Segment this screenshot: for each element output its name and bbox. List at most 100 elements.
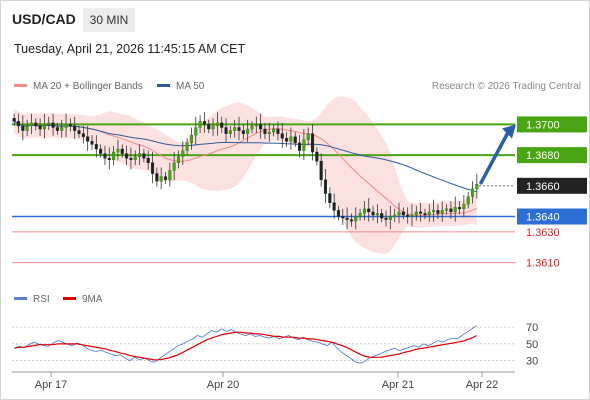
- candle-body: [362, 208, 366, 214]
- candle-body: [293, 136, 297, 144]
- legend-rsi: RSI: [14, 294, 50, 305]
- level-label-1.3640: 1.3640: [526, 212, 560, 224]
- candle-body: [263, 128, 267, 134]
- candle-body: [384, 217, 388, 220]
- candle-body: [349, 219, 353, 222]
- candle-body: [302, 139, 306, 151]
- candle-body: [207, 124, 211, 130]
- candle-body: [246, 128, 250, 134]
- candle-body: [285, 138, 289, 142]
- candle-body: [440, 210, 444, 214]
- candle-body: [427, 211, 431, 216]
- candle-body: [401, 211, 405, 216]
- legend-9ma-label: 9MA: [82, 294, 103, 305]
- candle-body: [146, 157, 150, 163]
- candle-body: [241, 130, 245, 134]
- candle-body: [423, 213, 427, 216]
- target-arrow-shaft: [479, 130, 510, 185]
- candle-body: [220, 122, 224, 128]
- ma9-swatch: [63, 296, 76, 300]
- candle-body: [406, 214, 410, 217]
- candle-body: [354, 216, 358, 222]
- candle-body: [267, 131, 271, 134]
- candle-body: [90, 141, 94, 145]
- candle-body: [198, 121, 202, 128]
- candle-body: [29, 122, 33, 127]
- candle-body: [250, 125, 254, 130]
- x-tick-label: Apr 20: [207, 379, 239, 391]
- candle-body: [319, 161, 323, 180]
- candle-body: [77, 130, 81, 134]
- candle-body: [445, 208, 449, 211]
- candle-body: [68, 124, 72, 127]
- legend-rsi-label: RSI: [33, 294, 50, 305]
- legend-ma50: MA 50: [157, 81, 204, 92]
- bollinger-band-area: [14, 96, 477, 255]
- candle-body: [103, 153, 107, 159]
- candle-body: [254, 124, 258, 127]
- candle-body: [341, 216, 345, 219]
- candle-body: [332, 202, 336, 211]
- level-label-1.3700: 1.3700: [526, 119, 560, 131]
- target-arrow-head: [502, 124, 516, 139]
- candle-body: [211, 125, 215, 130]
- legend-ma50-label: MA 50: [176, 81, 205, 92]
- level-label-bg-1.3680: [517, 147, 587, 164]
- candle-body: [120, 148, 124, 154]
- legend-ma20-label: MA 20 + Bollinger Bands: [33, 81, 143, 92]
- candle-body: [86, 136, 90, 142]
- level-label-1.3680: 1.3680: [526, 150, 560, 162]
- candle-body: [99, 148, 103, 154]
- candle-body: [150, 162, 155, 174]
- candle-body: [410, 214, 414, 217]
- candle-body: [388, 216, 392, 220]
- rsi-series-rsi: [14, 325, 477, 364]
- candle-body: [38, 125, 42, 130]
- level-label-bg-1.3700: [517, 116, 587, 133]
- candle-body: [345, 217, 349, 220]
- candle-body: [237, 127, 241, 131]
- candle-body: [224, 127, 228, 134]
- candle-body: [259, 124, 263, 130]
- candle-body: [21, 125, 25, 131]
- candle-body: [436, 210, 440, 214]
- candle-body: [458, 207, 462, 210]
- candle-body: [397, 211, 401, 216]
- candle-body: [228, 130, 232, 134]
- candle-body: [466, 196, 470, 205]
- symbol-label: USD/CAD: [12, 11, 76, 27]
- candle-body: [25, 125, 29, 131]
- candle-body: [367, 208, 371, 213]
- candle-body: [380, 213, 384, 219]
- candle-body: [358, 213, 362, 217]
- candle-body: [336, 210, 341, 217]
- candle-body: [280, 133, 284, 139]
- candle-body: [159, 176, 163, 182]
- candle-body: [310, 133, 315, 153]
- candle-body: [168, 170, 172, 180]
- candle-body: [116, 148, 120, 153]
- candle-body: [298, 142, 302, 151]
- candle-body: [462, 204, 466, 210]
- legend-9ma: 9MA: [63, 294, 103, 305]
- candle-body: [133, 156, 137, 160]
- x-tick-label: Apr 22: [466, 379, 498, 391]
- candle-body: [432, 210, 436, 213]
- timeframe-badge[interactable]: 30 MIN: [83, 8, 135, 32]
- ma50-swatch: [157, 83, 170, 87]
- candle-body: [272, 128, 276, 133]
- level-label-bg-1.3640: [517, 208, 587, 225]
- candle-body: [181, 150, 185, 157]
- candle-body: [315, 151, 319, 162]
- candle-body: [306, 133, 310, 140]
- candle-body: [453, 207, 457, 213]
- rsi-tick-label-30: 30: [526, 356, 538, 368]
- candle-body: [163, 176, 168, 180]
- candle-body: [16, 121, 21, 127]
- candle-body: [202, 121, 206, 125]
- candle-body: [142, 153, 146, 159]
- candle-body: [393, 214, 397, 217]
- rsi-series-9ma: [14, 331, 477, 361]
- candle-body: [375, 213, 379, 216]
- rsi-tick-label-70: 70: [526, 322, 538, 334]
